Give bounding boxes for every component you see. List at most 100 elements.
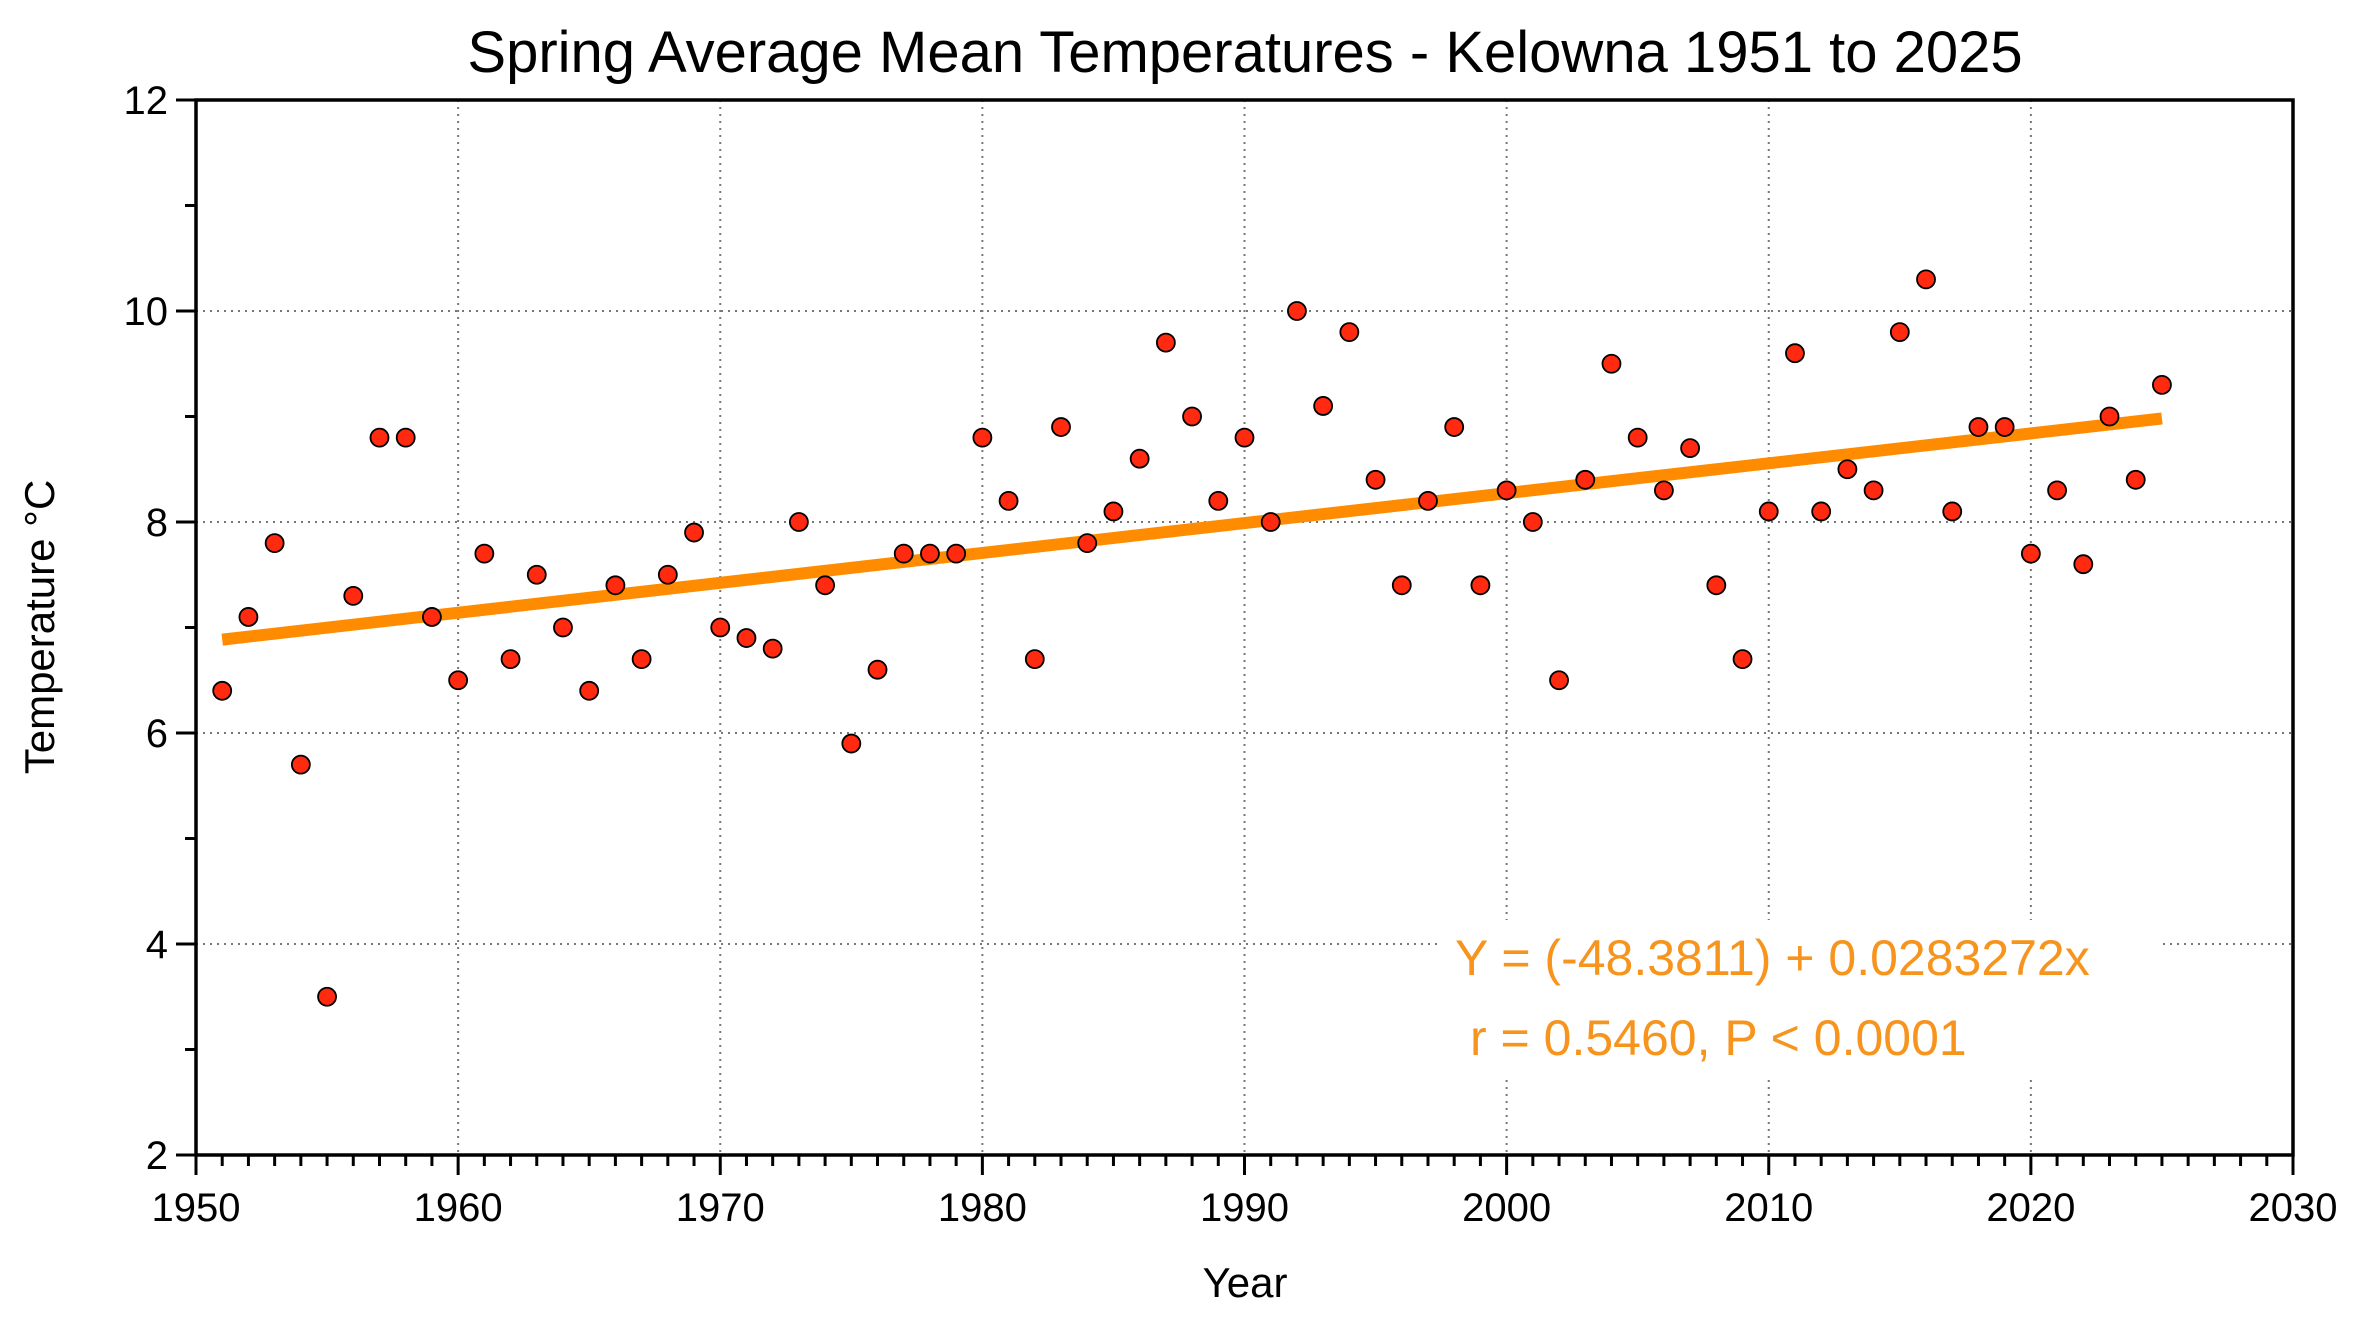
data-point <box>474 543 495 564</box>
data-point <box>395 427 416 448</box>
data-point <box>710 617 731 638</box>
data-points <box>212 269 2172 1007</box>
data-point <box>972 427 993 448</box>
data-point <box>1182 406 1202 427</box>
data-point <box>448 670 469 691</box>
data-point <box>1470 575 1491 596</box>
data-point <box>1024 649 1045 670</box>
data-point <box>1575 469 1596 490</box>
data-point <box>2125 469 2146 490</box>
x-tick-label: 1970 <box>676 1186 765 1230</box>
data-point <box>605 575 626 596</box>
y-tick-label: 8 <box>146 501 168 545</box>
data-point <box>290 754 311 775</box>
x-axis-label: Year <box>1203 1259 1288 1306</box>
x-tick-label: 2030 <box>2249 1186 2338 1230</box>
data-point <box>736 628 757 648</box>
data-point <box>343 585 364 606</box>
data-point <box>1680 438 1701 459</box>
data-point <box>553 617 573 638</box>
annotation-background <box>1440 920 2160 1080</box>
data-point <box>1155 332 1176 353</box>
data-point <box>1365 469 1386 490</box>
data-point <box>762 638 783 659</box>
data-point <box>1811 501 1832 522</box>
y-tick-label: 2 <box>146 1134 168 1178</box>
data-point <box>1260 512 1281 532</box>
data-point <box>1601 353 1622 374</box>
regression-stats: r = 0.5460, P < 0.0001 <box>1470 1010 1967 1066</box>
data-point <box>1418 490 1438 511</box>
data-point <box>1208 490 1229 511</box>
data-point <box>238 607 259 627</box>
y-tick-label: 12 <box>124 79 169 123</box>
data-point <box>1732 649 1753 670</box>
data-point <box>264 533 285 553</box>
data-point <box>1706 575 1727 596</box>
data-point <box>1339 322 1360 343</box>
trend-line <box>221 412 2163 646</box>
annotation-box <box>1440 920 2160 1080</box>
data-point <box>1313 396 1334 416</box>
data-point <box>1994 417 2015 437</box>
data-point <box>867 659 888 680</box>
y-tick-label: 6 <box>146 712 168 756</box>
x-tick-label: 2000 <box>1462 1186 1551 1230</box>
data-point <box>893 543 914 564</box>
data-point <box>212 680 233 701</box>
x-tick-label: 2020 <box>1986 1186 2075 1230</box>
data-point <box>841 733 862 754</box>
trend-line-group <box>221 412 2163 646</box>
data-point <box>631 649 652 670</box>
data-point <box>526 564 547 585</box>
x-tick-label: 2010 <box>1724 1186 1813 1230</box>
data-point <box>369 427 390 448</box>
data-point <box>1522 512 1543 532</box>
data-point <box>1129 448 1150 469</box>
x-tick-label: 1990 <box>1200 1186 1289 1230</box>
data-point <box>946 543 967 564</box>
data-point <box>788 512 809 532</box>
data-point <box>1549 670 1569 691</box>
data-point <box>1234 427 1255 448</box>
data-point <box>1654 480 1674 501</box>
data-point <box>2047 480 2067 501</box>
data-point <box>422 607 442 627</box>
data-point <box>1916 269 1936 290</box>
data-point <box>1837 459 1858 480</box>
data-point <box>1942 501 1963 522</box>
data-point <box>2152 374 2172 395</box>
data-point <box>1627 427 1648 448</box>
tick-labels: 1950 1960 1970 1980 1990 2000 2010 2020 2030 2 4 6 8… <box>124 79 2338 1230</box>
y-tick-label: 10 <box>124 290 169 334</box>
data-point <box>920 543 940 564</box>
x-tick-label: 1950 <box>152 1186 241 1230</box>
grid-lines <box>196 100 2293 1155</box>
data-point <box>1968 417 1989 437</box>
regression-equation: Y = (-48.3811) + 0.0283272x <box>1455 930 2090 986</box>
data-point <box>2073 554 2094 575</box>
data-point <box>815 575 835 596</box>
data-point <box>657 564 678 585</box>
chart-title: Spring Average Mean Temperatures - Kelow… <box>467 20 2022 85</box>
data-point <box>1103 501 1124 522</box>
data-point <box>1785 343 1805 364</box>
axes <box>176 98 2295 1175</box>
data-point <box>684 522 704 543</box>
data-point <box>1077 533 1098 553</box>
x-tick-label: 1980 <box>938 1186 1027 1230</box>
data-point <box>1863 480 1884 501</box>
data-point <box>579 680 600 701</box>
data-point <box>1051 417 1071 437</box>
y-tick-label: 4 <box>146 923 168 967</box>
data-point <box>1444 417 1465 437</box>
data-point <box>2099 406 2120 427</box>
data-point <box>317 986 337 1007</box>
data-point <box>500 649 521 670</box>
data-point <box>2020 543 2041 564</box>
data-point <box>998 490 1019 511</box>
y-axis-label: Temperature °C <box>16 480 63 775</box>
data-point <box>1496 480 1517 501</box>
x-tick-label: 1960 <box>414 1186 503 1230</box>
